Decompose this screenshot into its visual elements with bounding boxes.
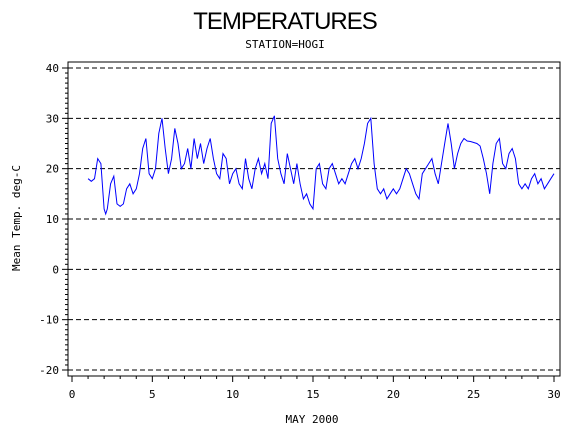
chart-title: TEMPERATURES [193, 8, 377, 35]
y-tick-label: -20 [39, 364, 59, 377]
y-tick-label: 10 [46, 213, 59, 226]
x-tick-label: 10 [226, 388, 239, 401]
y-axis-label: Mean Temp. deg-C [10, 165, 23, 271]
x-tick-label: 25 [467, 388, 480, 401]
x-tick-label: 20 [387, 388, 400, 401]
y-tick-label: 40 [46, 62, 59, 75]
grid-lines [68, 67, 560, 371]
y-tick-label: -10 [39, 314, 59, 327]
plot-frame [67, 61, 561, 377]
x-tick-label: 30 [547, 388, 560, 401]
series-layer [87, 115, 555, 216]
x-tick-label: 0 [69, 388, 76, 401]
temperature-series-line [87, 115, 555, 216]
y-tick-label: 20 [46, 163, 59, 176]
y-tick-label: 0 [52, 263, 59, 276]
x-tick-label: 5 [149, 388, 156, 401]
x-axis-label: MAY 2000 [286, 413, 339, 426]
x-tick-label: 15 [306, 388, 319, 401]
axis-ticks: -20 -10 0 10 20 30 40 0 5 10 15 20 25 30 [39, 62, 561, 401]
chart-subtitle: STATION=HOGI [245, 38, 324, 51]
y-tick-label: 30 [46, 112, 59, 125]
